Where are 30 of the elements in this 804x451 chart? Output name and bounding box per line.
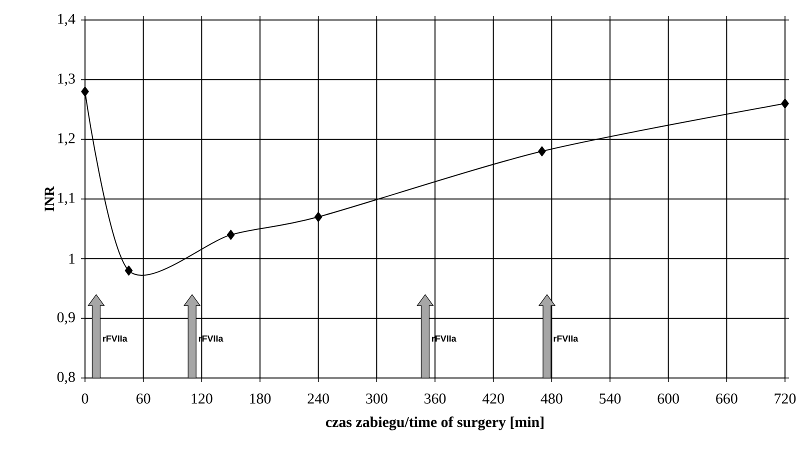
x-tick-label: 120	[192, 394, 212, 404]
point	[81, 86, 89, 97]
y-tick-label: 1,4	[58, 14, 76, 26]
x-tick-label: 720	[774, 394, 796, 404]
x-tick-label: 0	[82, 394, 88, 404]
y-tick-label: 1,3	[58, 74, 75, 86]
y-tick-label: 1,2	[58, 133, 75, 146]
annotation: rFVIIa	[554, 335, 578, 342]
x-axis-title: czas zabiegu/time of surgery [min]	[326, 416, 544, 430]
point	[538, 146, 546, 156]
y-tick-label: 0,9	[57, 312, 75, 324]
x-tick-label: 540	[600, 394, 621, 404]
x-tick-label: 480	[540, 394, 562, 404]
x-tick-label: 360	[424, 394, 446, 404]
point	[781, 98, 789, 109]
annotation: rFVIIa	[102, 335, 128, 342]
x-tick-label: 660	[716, 394, 738, 404]
point	[124, 266, 133, 276]
x-tick-label: 60	[136, 394, 150, 404]
y-axis-title: INR	[44, 186, 54, 212]
x-tick-label: 300	[366, 394, 388, 404]
x-tick-label: 240	[308, 394, 329, 404]
y-tick-label: 1	[69, 254, 75, 264]
x-tick-label: 180	[250, 394, 271, 404]
y-tick-label: 0,8	[57, 372, 75, 384]
point	[226, 230, 235, 240]
x-tick-label: 600	[658, 394, 679, 404]
x-tick-label: 420	[482, 394, 504, 404]
y-tick-label: 1,1	[58, 192, 75, 206]
point	[314, 212, 322, 222]
